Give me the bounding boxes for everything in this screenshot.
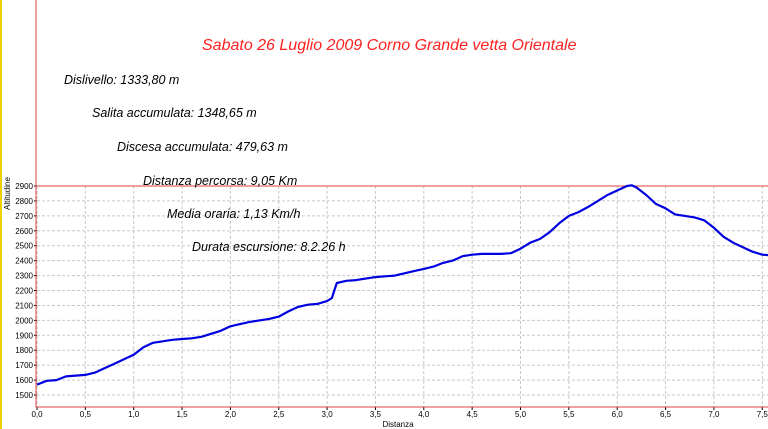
x-tick-label: 5,5 <box>563 410 575 419</box>
x-tick-label: 6,5 <box>660 410 672 419</box>
annotation-discesa: Discesa accumulata: 479,63 m <box>117 140 288 154</box>
y-tick-label: 2900 <box>15 182 33 191</box>
annotation-distanza: Distanza percorsa: 9,05 Km <box>143 174 298 188</box>
elevation-profile-line <box>36 184 768 386</box>
x-tick-label: 7,5 <box>757 410 768 419</box>
y-tick-label: 1700 <box>15 361 33 370</box>
x-tick-label: 0,0 <box>31 410 43 419</box>
x-tick-label: 3,0 <box>322 410 334 419</box>
y-tick-label: 2800 <box>15 197 33 206</box>
x-tick-label: 6,0 <box>612 410 624 419</box>
y-tick-label: 1900 <box>15 331 33 340</box>
y-tick-label: 1600 <box>15 376 33 385</box>
y-tick-label: 2400 <box>15 257 33 266</box>
x-tick-label: 7,0 <box>708 410 720 419</box>
x-tick-label: 2,5 <box>273 410 285 419</box>
y-tick-label: 2100 <box>15 301 33 310</box>
y-tick-label: 2700 <box>15 212 33 221</box>
x-tick-label: 4,5 <box>467 410 479 419</box>
x-tick-label: 1,0 <box>128 410 140 419</box>
y-axis-label: Altitudine <box>3 177 12 210</box>
y-tick-label: 2600 <box>15 227 33 236</box>
y-tick-label: 2200 <box>15 287 33 296</box>
x-tick-label: 3,5 <box>370 410 382 419</box>
y-tick-label: 2000 <box>15 316 33 325</box>
x-tick-label: 5,0 <box>515 410 527 419</box>
window-edge <box>0 0 2 429</box>
x-tick-label: 0,5 <box>80 410 92 419</box>
x-axis-label: Distanza <box>382 420 414 429</box>
annotation-durata: Durata escursione: 8.2.26 h <box>192 240 346 254</box>
x-tick-label: 1,5 <box>176 410 188 419</box>
x-tick-label: 2,0 <box>225 410 237 419</box>
annotation-dislivello: Dislivello: 1333,80 m <box>64 73 180 87</box>
x-tick-label: 4,0 <box>418 410 430 419</box>
y-tick-label: 2300 <box>15 272 33 281</box>
y-tick-label: 1800 <box>15 346 33 355</box>
annotation-salita: Salita accumulata: 1348,65 m <box>92 106 257 120</box>
chart-title: Sabato 26 Luglio 2009 Corno Grande vetta… <box>202 37 577 54</box>
y-tick-label: 2500 <box>15 242 33 251</box>
y-tick-label: 1500 <box>15 391 33 400</box>
annotation-media: Media oraria: 1,13 Km/h <box>167 207 301 221</box>
